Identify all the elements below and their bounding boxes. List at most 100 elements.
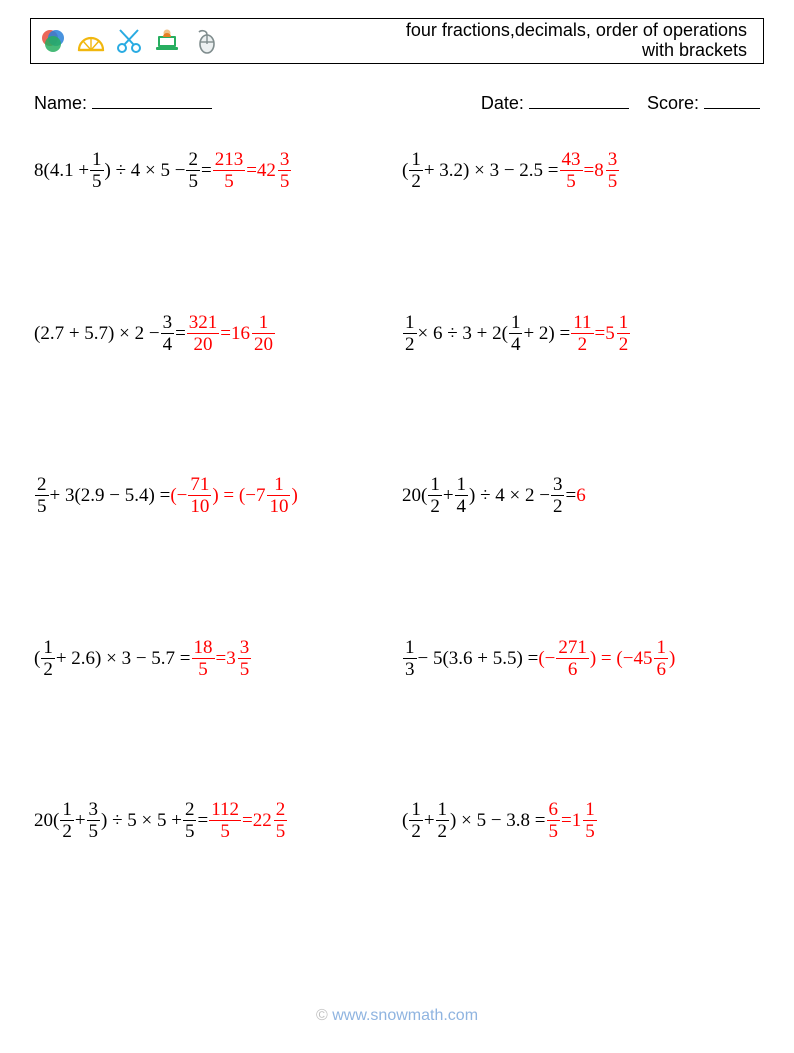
expression: 13 − 5(3.6 + 5.5) =: [402, 638, 538, 679]
fraction: 1125: [209, 800, 241, 841]
equation: 20(12 + 35) ÷ 5 × 5 + 25 = 1125 = 2225: [34, 800, 288, 841]
math-text: 20(: [402, 486, 427, 505]
name-blank: [92, 90, 212, 109]
math-text: +: [75, 811, 86, 830]
fraction: 25: [274, 800, 288, 841]
fraction: 2716: [556, 638, 589, 679]
answer: (−2716) = (−4516): [538, 638, 675, 679]
math-text: 6: [576, 486, 586, 505]
score-field: Score:: [647, 90, 760, 114]
header-bar: four fractions,decimals, order of operat…: [30, 18, 764, 64]
expression: 25 + 3(2.9 − 5.4) =: [34, 475, 170, 516]
answer: (−7110) = (−7110): [170, 475, 297, 516]
expression: 8(4.1 + 15) ÷ 4 × 5 − 25 =: [34, 150, 212, 191]
problem-cell: 25 + 3(2.9 − 5.4) = (−7110) = (−7110): [34, 465, 392, 628]
answer: 65 = 115: [546, 800, 598, 841]
meta-line: Name: Date: Score:: [34, 90, 760, 114]
math-text: +: [424, 811, 435, 830]
expression: (12 + 12) × 5 − 3.8 =: [402, 800, 546, 841]
mixed-number: 4235: [257, 150, 293, 191]
fraction: 32: [551, 475, 565, 516]
fraction: 15: [583, 800, 597, 841]
equation: (2.7 + 5.7) × 2 − 34 = 32120 = 16120: [34, 313, 276, 354]
fraction: 12: [403, 313, 417, 354]
math-text: (: [402, 161, 408, 180]
venn-icon: [37, 25, 69, 57]
math-text: ) = (−: [590, 649, 634, 668]
fraction: 35: [606, 150, 620, 191]
header-icons: [31, 25, 221, 57]
title-line1: four fractions,decimals, order of operat…: [406, 20, 747, 60]
fraction: 16: [654, 638, 668, 679]
math-text: =: [175, 324, 186, 343]
math-text: (2.7 + 5.7) × 2 −: [34, 324, 160, 343]
answer: 112 = 512: [570, 313, 631, 354]
fraction: 35: [87, 800, 101, 841]
math-text: (: [402, 811, 408, 830]
fraction: 35: [278, 150, 292, 191]
math-text: =: [201, 161, 212, 180]
spacer: [629, 90, 647, 114]
math-text: =: [246, 161, 257, 180]
mouse-icon: [189, 25, 221, 57]
answer: 435 = 835: [559, 150, 621, 191]
footer-copyright: ©: [316, 1007, 332, 1024]
fraction: 65: [547, 800, 561, 841]
mixed-number: 7110: [256, 475, 292, 516]
problem-cell: 8(4.1 + 15) ÷ 4 × 5 − 25 = 2135 = 4235: [34, 140, 392, 303]
expression: (12 + 3.2) × 3 − 2.5 =: [402, 150, 559, 191]
expression: 12 × 6 ÷ 3 + 2(14 + 2) =: [402, 313, 570, 354]
score-label: Score:: [647, 93, 699, 113]
math-text: (−: [170, 486, 187, 505]
problems-grid: 8(4.1 + 15) ÷ 4 × 5 − 25 = 2135 = 4235 (1…: [34, 140, 760, 953]
laptop-icon: [151, 25, 183, 57]
fraction: 12: [409, 800, 423, 841]
problem-cell: (12 + 3.2) × 3 − 2.5 = 435 = 835: [402, 140, 760, 303]
equation: (12 + 12) × 5 − 3.8 = 65 = 115: [402, 800, 598, 841]
fraction: 14: [509, 313, 523, 354]
fraction: 25: [186, 150, 200, 191]
math-text: 20(: [34, 811, 59, 830]
math-text: +: [443, 486, 454, 505]
fraction: 12: [60, 800, 74, 841]
problem-cell: (12 + 2.6) × 3 − 5.7 = 185 = 335: [34, 628, 392, 791]
answer: 185 = 335: [191, 638, 253, 679]
math-text: =: [561, 811, 572, 830]
mixed-number: 115: [572, 800, 598, 841]
math-text: =: [197, 811, 208, 830]
answer: 32120 = 16120: [186, 313, 276, 354]
fraction: 12: [617, 313, 631, 354]
problem-cell: (12 + 12) × 5 − 3.8 = 65 = 115: [402, 790, 760, 953]
fraction: 15: [90, 150, 104, 191]
date-label: Date:: [481, 93, 524, 113]
mixed-number: 512: [605, 313, 631, 354]
equation: (12 + 2.6) × 3 − 5.7 = 185 = 335: [34, 638, 252, 679]
math-text: − 5(3.6 + 5.5) =: [418, 649, 539, 668]
math-text: ): [291, 486, 297, 505]
math-text: ) ÷ 4 × 5 −: [105, 161, 186, 180]
footer-link-text: www.snowmath.com: [332, 1007, 478, 1024]
problem-cell: 20(12 + 14) ÷ 4 × 2 − 32 = 6: [402, 465, 760, 628]
equation: 25 + 3(2.9 − 5.4) = (−7110) = (−7110): [34, 475, 298, 516]
protractor-icon: [75, 25, 107, 57]
fraction: 12: [41, 638, 55, 679]
fraction: 120: [252, 313, 275, 354]
problem-cell: (2.7 + 5.7) × 2 − 34 = 32120 = 16120: [34, 303, 392, 466]
mixed-number: 335: [226, 638, 252, 679]
expression: 20(12 + 14) ÷ 4 × 2 − 32 =: [402, 475, 576, 516]
fraction: 7110: [188, 475, 211, 516]
equation: 8(4.1 + 15) ÷ 4 × 5 − 25 = 2135 = 4235: [34, 150, 292, 191]
expression: (2.7 + 5.7) × 2 − 34 =: [34, 313, 186, 354]
score-blank: [704, 90, 760, 109]
fraction: 34: [161, 313, 175, 354]
mixed-number: 16120: [231, 313, 276, 354]
math-text: ) ÷ 4 × 2 −: [469, 486, 550, 505]
expression: 20(12 + 35) ÷ 5 × 5 + 25 =: [34, 800, 208, 841]
footer-link: www.snowmath.com: [332, 1007, 478, 1024]
math-text: =: [220, 324, 231, 343]
math-text: =: [565, 486, 576, 505]
mixed-number: 4516: [633, 638, 669, 679]
date-field: Date:: [481, 90, 629, 114]
problem-cell: 13 − 5(3.6 + 5.5) = (−2716) = (−4516): [402, 628, 760, 791]
fraction: 12: [428, 475, 442, 516]
